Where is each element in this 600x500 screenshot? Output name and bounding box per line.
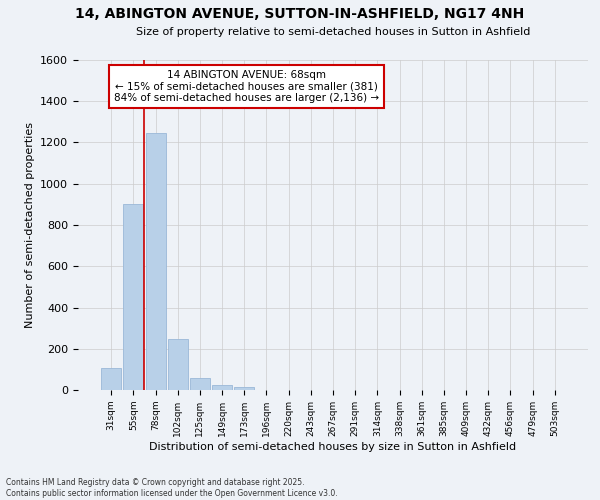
Text: Contains HM Land Registry data © Crown copyright and database right 2025.
Contai: Contains HM Land Registry data © Crown c… xyxy=(6,478,338,498)
Bar xyxy=(212,385,232,390)
Title: Size of property relative to semi-detached houses in Sutton in Ashfield: Size of property relative to semi-detach… xyxy=(136,27,530,37)
Bar xyxy=(124,204,143,390)
Text: 14 ABINGTON AVENUE: 68sqm
← 15% of semi-detached houses are smaller (381)
84% of: 14 ABINGTON AVENUE: 68sqm ← 15% of semi-… xyxy=(114,70,379,103)
Bar xyxy=(146,133,166,390)
Bar xyxy=(190,378,210,390)
Bar xyxy=(234,387,254,390)
Text: 14, ABINGTON AVENUE, SUTTON-IN-ASHFIELD, NG17 4NH: 14, ABINGTON AVENUE, SUTTON-IN-ASHFIELD,… xyxy=(76,8,524,22)
Bar xyxy=(101,368,121,390)
Y-axis label: Number of semi-detached properties: Number of semi-detached properties xyxy=(25,122,35,328)
X-axis label: Distribution of semi-detached houses by size in Sutton in Ashfield: Distribution of semi-detached houses by … xyxy=(149,442,517,452)
Bar xyxy=(168,340,188,390)
